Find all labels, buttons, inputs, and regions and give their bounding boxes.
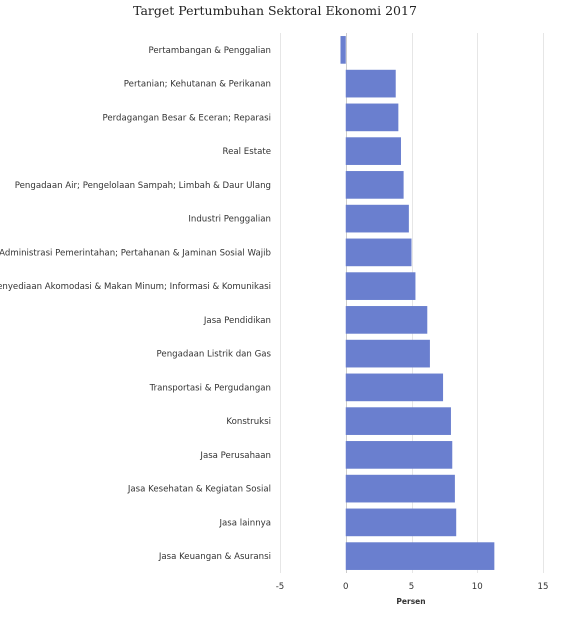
chart-title: Target Pertumbuhan Sektoral Ekonomi 2017 bbox=[133, 3, 417, 18]
bars bbox=[340, 36, 495, 570]
category-label: Penyediaan Akomodasi & Makan Minum; Info… bbox=[0, 282, 271, 292]
category-labels: Pertambangan & Penggalian Pertanian; Kehu… bbox=[0, 46, 272, 562]
category-label: Real Estate bbox=[223, 147, 271, 157]
x-tick-label: 10 bbox=[472, 582, 483, 592]
x-tick-label: 5 bbox=[409, 582, 414, 592]
category-label: Administrasi Pemerintahan; Pertahanan & … bbox=[0, 248, 271, 258]
category-label: Industri Penggalian bbox=[188, 215, 271, 225]
bar bbox=[345, 272, 416, 300]
x-axis-ticks: -5 0 5 10 15 bbox=[276, 582, 549, 592]
category-label: Transportasi & Pergudangan bbox=[149, 383, 271, 393]
bar bbox=[345, 407, 451, 435]
bar bbox=[345, 306, 428, 334]
bar bbox=[345, 441, 453, 469]
category-label: Jasa Pendidikan bbox=[203, 316, 271, 326]
category-label: Jasa Keuangan & Asuransi bbox=[158, 552, 271, 562]
bar bbox=[345, 373, 444, 402]
bar bbox=[345, 137, 401, 165]
bar bbox=[345, 508, 457, 537]
x-tick-label: -5 bbox=[276, 582, 285, 592]
bar bbox=[345, 474, 455, 503]
category-label: Perdagangan Besar & Eceran; Reparasi bbox=[102, 113, 271, 123]
bar bbox=[345, 103, 399, 132]
category-label: Pertambangan & Penggalian bbox=[149, 46, 271, 56]
category-label: Konstruksi bbox=[226, 417, 271, 427]
category-label: Pertanian; Kehutanan & Perikanan bbox=[124, 80, 271, 90]
bar bbox=[345, 69, 396, 98]
bar bbox=[345, 542, 495, 570]
bar bbox=[340, 36, 346, 64]
bar bbox=[345, 204, 409, 233]
category-label: Jasa Kesehatan & Kegiatan Sosial bbox=[127, 485, 271, 495]
category-label: Jasa lainnya bbox=[218, 518, 271, 528]
category-label: Jasa Perusahaan bbox=[199, 451, 271, 461]
bar bbox=[345, 171, 404, 199]
x-tick-label: 0 bbox=[343, 582, 348, 592]
bar bbox=[345, 238, 412, 267]
bar bbox=[345, 339, 430, 368]
category-label: Pengadaan Listrik dan Gas bbox=[157, 350, 272, 360]
x-axis-title: Persen bbox=[396, 597, 425, 606]
category-label: Pengadaan Air; Pengelolaan Sampah; Limba… bbox=[15, 181, 271, 191]
x-tick-label: 15 bbox=[538, 582, 549, 592]
